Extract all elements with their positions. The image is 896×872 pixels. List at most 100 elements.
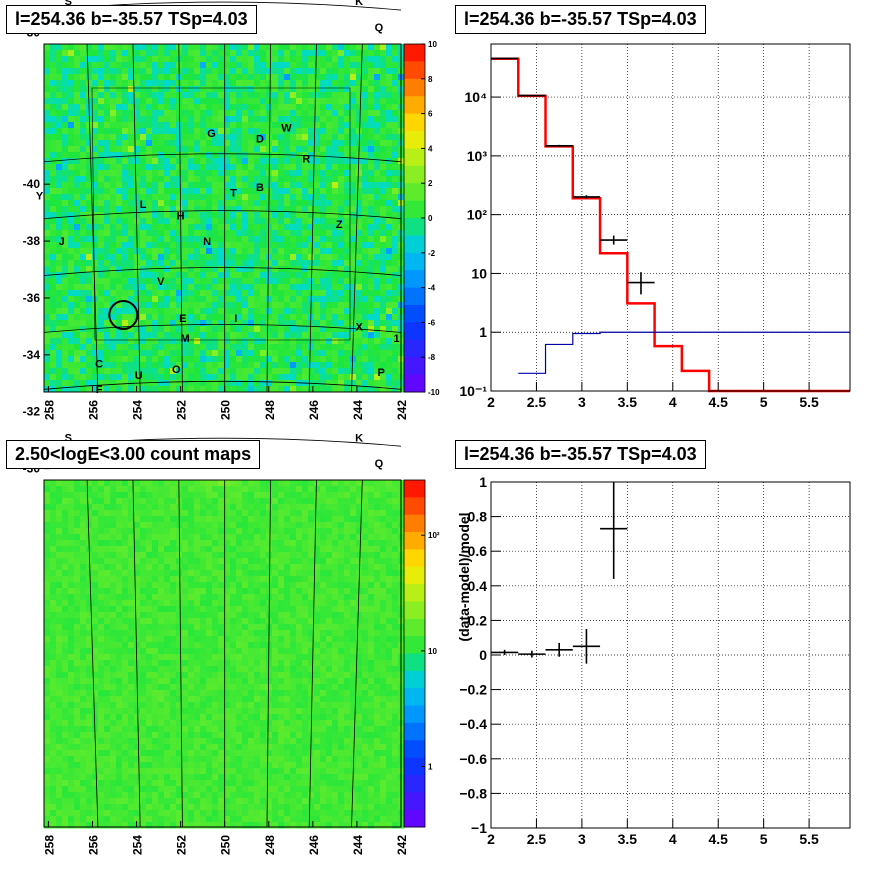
map-cell	[302, 158, 309, 165]
map-cell	[56, 528, 63, 535]
map-cell	[332, 206, 339, 213]
map-cell	[380, 332, 387, 339]
map-cell	[290, 284, 297, 291]
map-cell	[74, 492, 81, 499]
map-cell	[176, 714, 183, 721]
map-cell	[386, 344, 393, 351]
map-cell	[56, 248, 63, 255]
map-cell	[284, 338, 291, 345]
map-cell	[392, 152, 399, 159]
map-cell	[188, 68, 195, 75]
map-cell	[338, 182, 345, 189]
map-cell	[50, 242, 57, 249]
map-cell	[110, 338, 117, 345]
map-cell	[122, 152, 129, 159]
map-cell	[200, 314, 207, 321]
map-cell	[74, 176, 81, 183]
map-cell	[164, 660, 171, 667]
map-cell	[302, 134, 309, 141]
map-cell	[380, 80, 387, 87]
map-cell	[278, 308, 285, 315]
map-cell	[92, 612, 99, 619]
map-cell	[44, 636, 51, 643]
map-cell	[392, 344, 399, 351]
map-cell	[158, 690, 165, 697]
map-cell	[158, 362, 165, 369]
map-cell	[164, 194, 171, 201]
map-cell	[212, 332, 219, 339]
map-cell	[308, 350, 315, 357]
map-cell	[152, 128, 159, 135]
map-cell	[224, 104, 231, 111]
map-cell	[50, 380, 57, 387]
map-cell	[326, 380, 333, 387]
map-cell	[80, 660, 87, 667]
map-cell	[374, 212, 381, 219]
map-cell	[86, 62, 93, 69]
map-cell	[278, 260, 285, 267]
map-cell	[110, 480, 117, 487]
map-cell	[308, 176, 315, 183]
map-cell	[182, 368, 189, 375]
colorbar-tick-label: -10	[428, 388, 440, 397]
map-cell	[116, 362, 123, 369]
map-cell	[176, 272, 183, 279]
map-cell	[104, 780, 111, 787]
map-cell	[314, 266, 321, 273]
map-cell	[152, 744, 159, 751]
map-cell	[74, 194, 81, 201]
map-cell	[176, 564, 183, 571]
map-cell	[170, 528, 177, 535]
map-cell	[74, 546, 81, 553]
map-cell	[272, 122, 279, 129]
map-cell	[302, 242, 309, 249]
map-cell	[362, 68, 369, 75]
map-cell	[206, 338, 213, 345]
map-cell	[176, 212, 183, 219]
map-cell	[152, 188, 159, 195]
map-cell	[302, 194, 309, 201]
map-cell	[68, 266, 75, 273]
map-cell	[242, 266, 249, 273]
map-cell	[284, 86, 291, 93]
map-cell	[122, 522, 129, 529]
map-cell	[146, 792, 153, 799]
map-cell	[62, 780, 69, 787]
map-cell	[56, 344, 63, 351]
map-cell	[170, 248, 177, 255]
map-cell	[74, 720, 81, 727]
map-cell	[74, 122, 81, 129]
map-cell	[74, 356, 81, 363]
map-cell	[392, 140, 399, 147]
map-cell	[104, 804, 111, 811]
map-cell	[266, 368, 273, 375]
map-cell	[194, 176, 201, 183]
map-cell	[140, 510, 147, 517]
map-cell	[134, 170, 141, 177]
map-cell	[104, 332, 111, 339]
map-cell	[320, 104, 327, 111]
map-cell	[206, 260, 213, 267]
map-cell	[140, 110, 147, 117]
map-cell	[74, 678, 81, 685]
map-cell	[128, 188, 135, 195]
map-cell	[362, 368, 369, 375]
map-cell	[224, 236, 231, 243]
colorbar-tick-label: -2	[428, 249, 436, 258]
map-cell	[74, 600, 81, 607]
map-cell	[164, 522, 171, 529]
map-cell	[212, 278, 219, 285]
map-cell	[182, 356, 189, 363]
countmap-heatmap	[44, 480, 405, 829]
map-cell	[116, 62, 123, 69]
map-cell	[302, 386, 309, 393]
map-cell	[344, 134, 351, 141]
map-cell	[212, 146, 219, 153]
map-cell	[146, 618, 153, 625]
map-cell	[134, 338, 141, 345]
map-cell	[260, 254, 267, 261]
map-cell	[338, 116, 345, 123]
map-cell	[110, 708, 117, 715]
map-cell	[326, 152, 333, 159]
map-cell	[242, 230, 249, 237]
